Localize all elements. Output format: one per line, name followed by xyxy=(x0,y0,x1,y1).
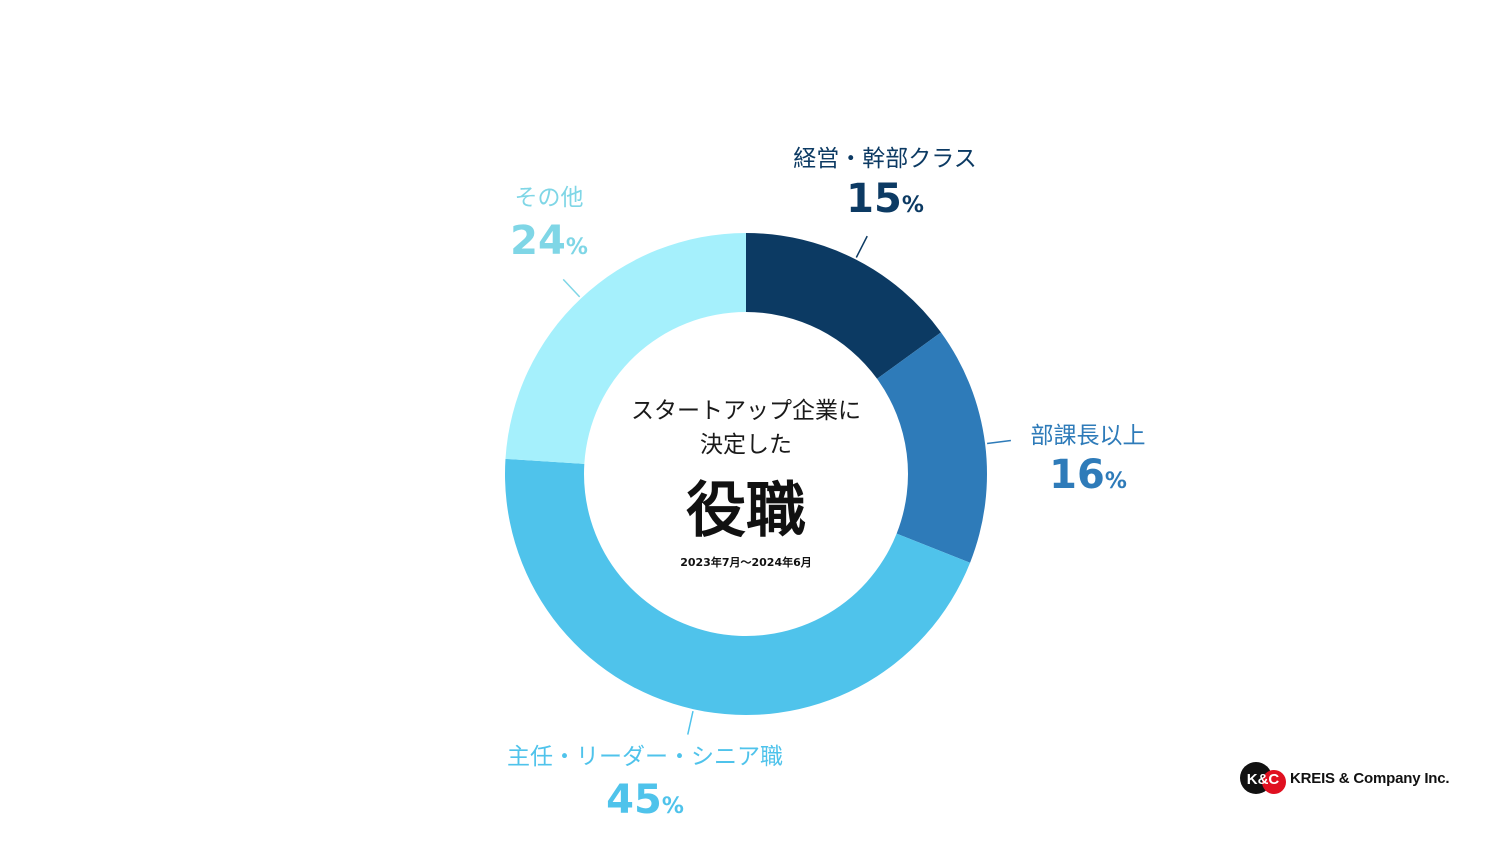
slice-value-senior-number: 45 xyxy=(606,777,662,823)
center-period: 2023年7月〜2024年6月 xyxy=(680,555,812,569)
slice-value-executive-number: 15 xyxy=(846,176,902,222)
slice-other xyxy=(505,233,746,464)
center-subtitle-line2: 決定した xyxy=(700,432,792,458)
leader-lines xyxy=(562,235,1011,735)
company-name: KREIS & Company Inc. xyxy=(1290,769,1450,787)
slice-value-senior: 45% xyxy=(606,777,684,823)
slice-manager xyxy=(877,332,987,563)
slice-senior xyxy=(505,458,971,715)
slice-value-manager: 16% xyxy=(1049,452,1127,498)
svg-text:K&C: K&C xyxy=(1247,771,1280,788)
leader-line-executive xyxy=(855,235,868,258)
leader-line-senior xyxy=(687,710,694,735)
center-text: スタートアップ企業に 決定した 役職 2023年7月〜2024年6月 xyxy=(631,398,861,569)
slice-label-executive: 経営・幹部クラス xyxy=(793,146,977,172)
leader-line-manager xyxy=(986,439,1011,445)
slice-labels: 経営・幹部クラス 15% 部課長以上 16% 主任・リーダー・シニア職 45% … xyxy=(507,146,1146,823)
slice-value-other-unit: % xyxy=(566,235,588,260)
slice-value-manager-unit: % xyxy=(1105,469,1127,494)
slice-value-other: 24% xyxy=(510,218,588,264)
slice-value-other-number: 24 xyxy=(510,218,566,264)
slice-value-manager-number: 16 xyxy=(1049,452,1105,498)
slice-value-executive-unit: % xyxy=(902,193,924,218)
kc-logo-icon: K&C xyxy=(1240,762,1286,794)
slice-label-other: その他 xyxy=(515,185,584,211)
slice-label-senior: 主任・リーダー・シニア職 xyxy=(507,744,783,770)
center-subtitle-line1: スタートアップ企業に xyxy=(631,398,861,424)
kc-logo-mark: K&C xyxy=(1238,758,1288,798)
slice-executive xyxy=(746,233,941,379)
donut-slices xyxy=(505,233,987,715)
leader-line-other xyxy=(562,278,581,298)
slice-value-executive: 15% xyxy=(846,176,924,222)
company-logo: K&C KREIS & Company Inc. xyxy=(1238,758,1450,798)
slice-value-senior-unit: % xyxy=(662,794,684,819)
slice-label-manager: 部課長以上 xyxy=(1031,423,1146,449)
center-title: 役職 xyxy=(686,476,806,546)
